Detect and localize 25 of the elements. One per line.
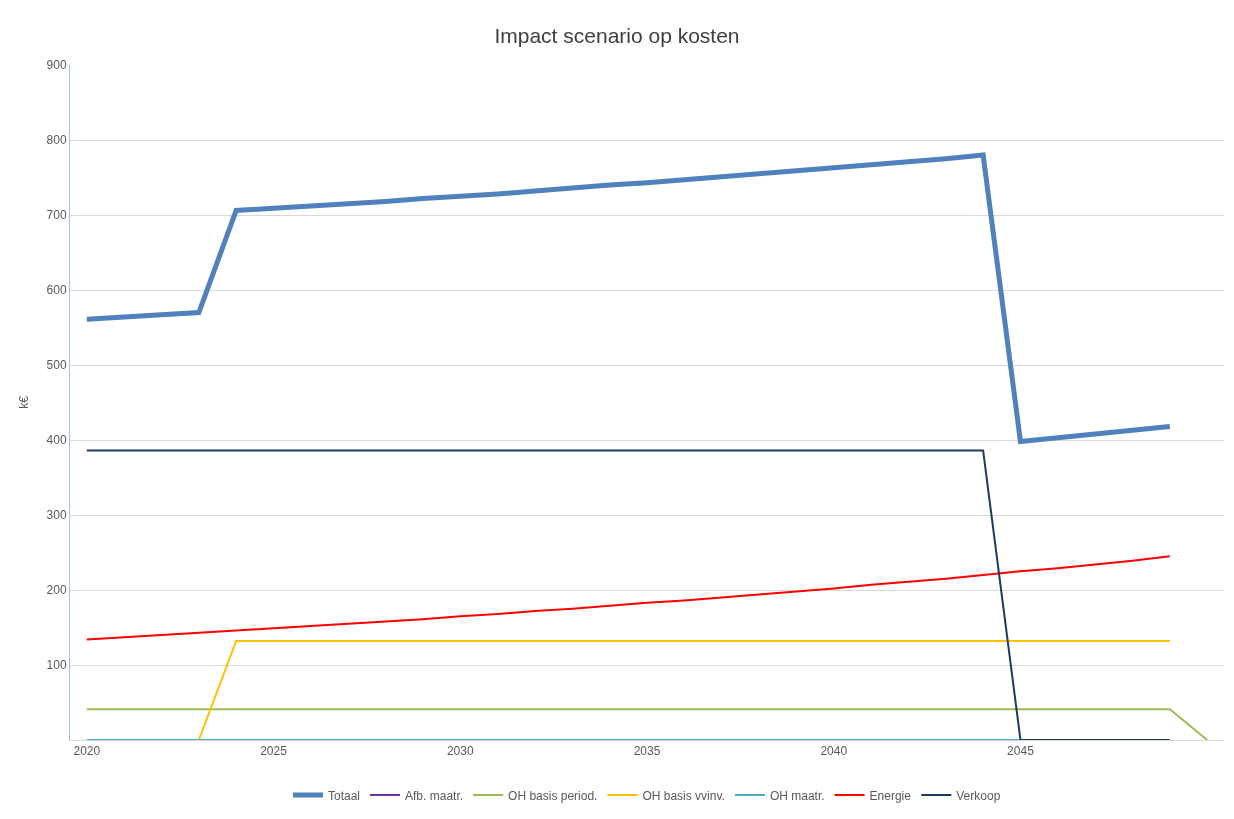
x-tick-label: 2025 <box>260 744 288 759</box>
y-axis-title: k€ <box>16 395 31 409</box>
line-series <box>85 555 1171 641</box>
legend-label: Energie <box>869 788 912 803</box>
y-tick-label: 900 <box>46 58 67 73</box>
y-tick-label: 100 <box>46 658 67 673</box>
y-tick-label: 600 <box>46 283 67 298</box>
x-tick-label: 2035 <box>633 744 661 759</box>
x-tick-label: 2020 <box>73 744 101 759</box>
y-tick-label: 300 <box>46 508 67 523</box>
legend-label: Verkoop <box>956 788 1001 803</box>
legend-label: Totaal <box>328 788 361 803</box>
legend-label: OH maatr. <box>769 788 825 803</box>
legend-label: Afb. maatr. <box>405 788 464 803</box>
y-tick-label: 500 <box>46 358 67 373</box>
y-tick-label: 200 <box>46 583 67 598</box>
legend-label: OH basis period. <box>508 788 598 803</box>
y-tick-label: 700 <box>46 208 67 223</box>
x-tick-label: 2045 <box>1007 744 1035 759</box>
x-tick-label: 2040 <box>820 744 848 759</box>
y-tick-label: 800 <box>46 133 67 148</box>
legend-label: OH basis vvinv. <box>642 788 725 803</box>
x-tick-label: 2030 <box>446 744 474 759</box>
y-tick-label: 400 <box>46 433 67 448</box>
chart-title: Impact scenario op kosten <box>494 24 740 48</box>
